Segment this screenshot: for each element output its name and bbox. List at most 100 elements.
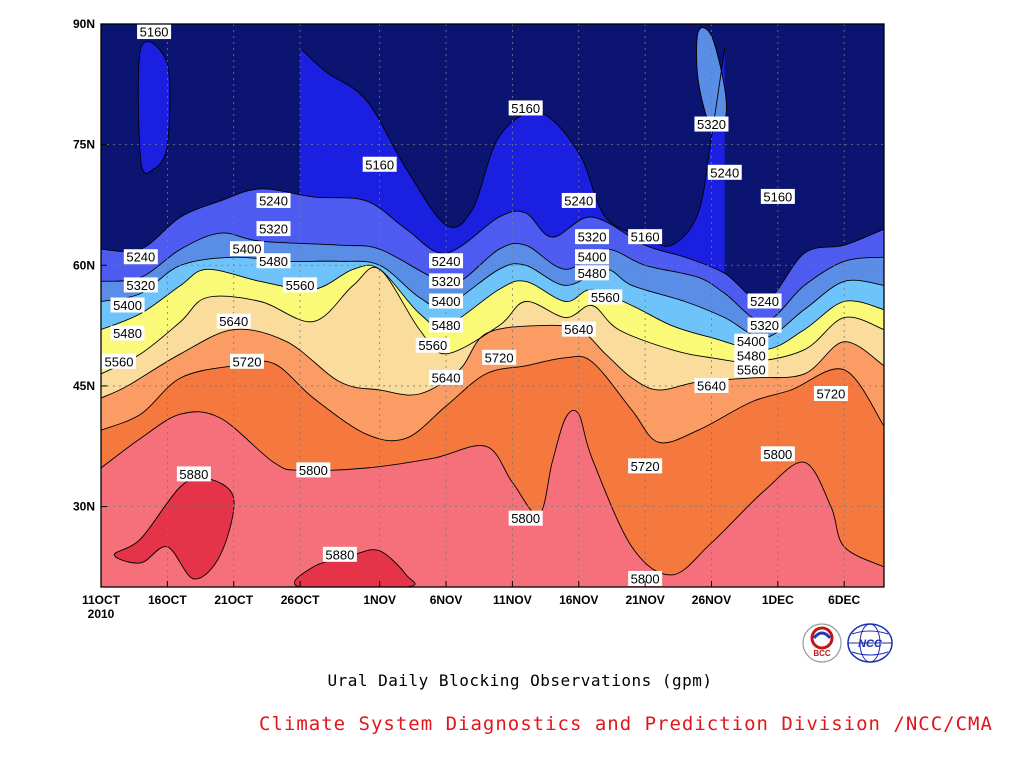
contour-line-5640 [101,324,884,399]
contour-label-text: 5880 [179,467,208,482]
contour-label: 5720 [813,385,848,401]
contour-label-text: 5480 [259,254,288,269]
y-tick-label: 30N [73,500,95,514]
contour-label-box [707,164,742,180]
contour-label-text: 5320 [578,230,607,245]
contour-label: 5560 [734,361,769,377]
contour-label: 5320 [694,116,729,132]
contour-label-box [628,458,663,474]
contour-label-text: 5320 [750,318,779,333]
contour-label: 5400 [575,249,610,265]
contour-label-text: 5320 [432,274,461,289]
contour-label-text: 5800 [511,511,540,526]
contour-label-text: 5160 [365,157,394,172]
x-tick-label: 6NOV [430,593,463,607]
contour-label-box [575,249,610,265]
contour-label: 5640 [216,313,251,329]
x-tick-label: 16NOV [559,593,598,607]
contour-label-box [482,349,517,365]
contour-label-text: 5240 [259,193,288,208]
contour-label-box [110,325,145,341]
contour-label: 5240 [123,249,158,265]
contour-label-text: 5160 [631,230,660,245]
contour-label-text: 5800 [299,463,328,478]
contour-label: 5400 [110,297,145,313]
contour-label: 5160 [137,24,172,40]
contour-label-text: 5320 [259,222,288,237]
contour-label-box [575,265,610,281]
contour-label: 5480 [575,265,610,281]
contour-label-box [102,353,136,369]
contour-label-box [283,277,318,293]
contour-label-layer: 5160 5160 5160 5160 5160 5320 5240 5240 5240 5240… [102,24,848,586]
grid-layer [101,24,884,587]
contour-label: 5640 [561,321,596,337]
contour-label: 5240 [256,192,291,208]
contour-label-box [256,192,291,208]
credit-line: Climate System Diagnostics and Predictio… [259,713,993,735]
contour-label-text: 5400 [113,298,142,313]
contour-label: 5480 [734,348,769,364]
contour-label-text: 5560 [591,290,620,305]
contour-label: 5400 [429,293,464,309]
contour-label: 5320 [747,317,782,333]
contour-label-text: 5400 [737,334,766,349]
contour-label-text: 5240 [710,165,739,180]
contour-label-box [429,253,464,269]
contour-label: 5880 [176,466,211,482]
contour-label: 5400 [229,241,264,257]
contour-label-box [322,546,357,562]
contour-label-box [508,510,543,526]
contour-label-text: 5720 [631,459,660,474]
contour-label: 5480 [110,325,145,341]
contour-label-text: 5560 [737,362,766,377]
contour-line-5160 [137,41,171,174]
contour-label-text: 5560 [418,338,447,353]
contour-label-box [760,188,795,204]
contour-label-text: 5640 [432,370,461,385]
x-tick-label: 1DEC [762,593,794,607]
svg-text:BCC: BCC [813,649,831,658]
contour-label-box [561,192,596,208]
x-year-label: 2010 [88,607,115,621]
ncc-logo: NCC [847,623,893,663]
contour-label-box [813,385,848,401]
contour-line-5800 [101,409,884,576]
contour-label: 5320 [123,277,158,293]
chart-title: Ural Daily Blocking Observations (gpm) [327,671,713,690]
contour-label-box [296,462,331,478]
contour-label-text: 5800 [631,571,660,586]
contour-label-box [429,317,464,333]
contour-label-box [256,221,291,237]
cell-5160 [138,41,170,174]
contour-label: 5320 [429,273,464,289]
x-tick-label: 26NOV [692,593,731,607]
contour-label-text: 5400 [432,294,461,309]
band-above-5800 [101,410,884,587]
contour-label: 5720 [628,458,663,474]
y-tick-label: 75N [73,138,95,152]
contour-label: 5240 [429,253,464,269]
contour-label-box [429,293,464,309]
plot-frame [100,23,885,588]
contour-label-text: 5320 [697,117,726,132]
contour-label-text: 5720 [233,354,262,369]
contour-label: 5560 [588,289,623,305]
contour-label-box [229,241,264,257]
contour-label: 5160 [362,156,397,172]
contour-label-box [123,249,158,265]
contour-label: 5560 [415,337,450,353]
contour-label: 5480 [256,253,291,269]
contour-label: 5800 [296,462,331,478]
contour-label-text: 5240 [126,250,155,265]
contour-label-box [137,24,172,40]
contour-label: 5800 [508,510,543,526]
contour-label-box [415,337,450,353]
contour-label: 5240 [747,293,782,309]
contour-label-box [575,229,610,245]
svg-text:NCC: NCC [858,638,883,650]
contour-label-text: 5400 [578,250,607,265]
contour-label: 5800 [760,446,795,462]
x-tick-label: 21OCT [214,593,253,607]
contour-label: 5720 [482,349,517,365]
